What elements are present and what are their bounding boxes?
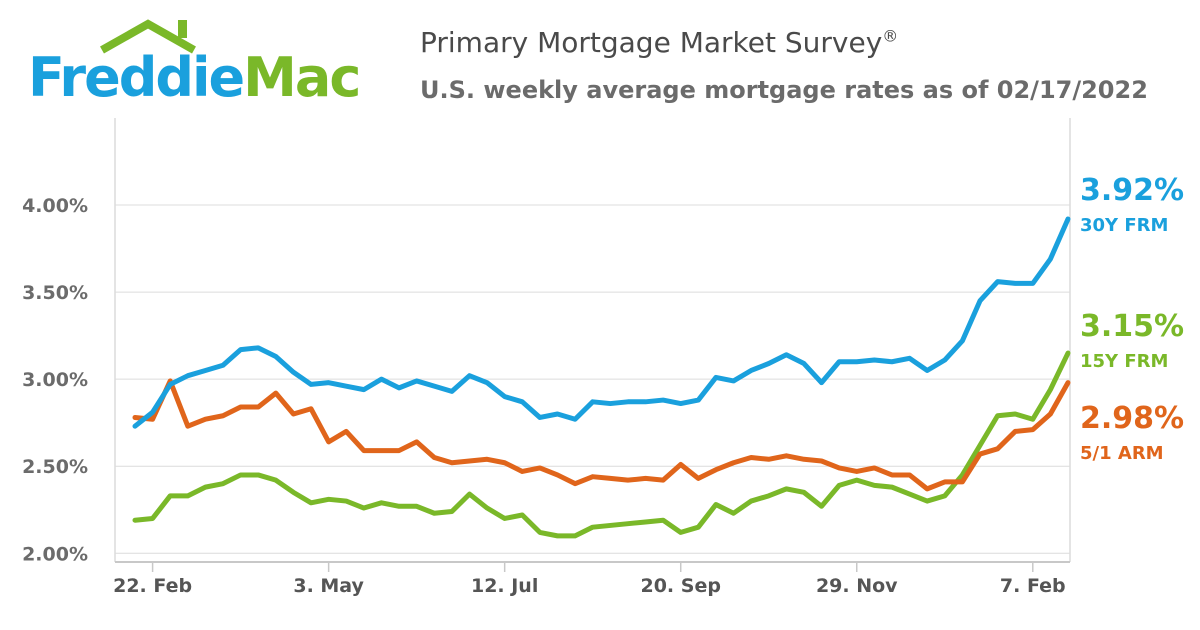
y-tick-label: 3.50% (22, 282, 88, 304)
end-label-value-frm15: 3.15% (1080, 309, 1184, 344)
end-label-name-frm15: 15Y FRM (1080, 351, 1168, 372)
series-line-arm51 (132, 378, 1071, 492)
chart-title-text: Primary Mortgage Market Survey (420, 26, 883, 59)
series-line-frm15 (132, 350, 1071, 539)
x-tick-label: 12. Jul (471, 575, 538, 597)
x-tick-label: 7. Feb (1000, 575, 1066, 597)
chart-subtitle: U.S. weekly average mortgage rates as of… (420, 76, 1148, 104)
logo-wordmark: FreddieMac (28, 46, 361, 109)
logo-mac-text: Mac (243, 46, 361, 109)
end-label-value-arm51: 2.98% (1080, 401, 1184, 436)
y-tick-label: 3.00% (22, 369, 88, 391)
y-tick-label: 2.50% (22, 456, 88, 478)
end-label-name-arm51: 5/1 ARM (1080, 443, 1164, 464)
x-tick-label: 29. Nov (816, 575, 898, 597)
roof-icon (100, 19, 196, 54)
y-tick-label: 4.00% (22, 195, 88, 217)
series-line-frm30 (132, 216, 1071, 429)
x-tick-label: 3. May (293, 575, 364, 597)
end-label-name-frm30: 30Y FRM (1080, 215, 1168, 236)
y-tick-label: 2.00% (22, 543, 88, 565)
registered-mark: ® (882, 26, 899, 46)
chart-title: Primary Mortgage Market Survey® (420, 26, 898, 59)
x-tick-label: 22. Feb (113, 575, 192, 597)
x-tick-label: 20. Sep (640, 575, 720, 597)
logo-freddie-text: Freddie (28, 46, 245, 109)
end-label-value-frm30: 3.92% (1080, 173, 1184, 208)
freddie-mac-logo: FreddieMac (28, 18, 378, 108)
